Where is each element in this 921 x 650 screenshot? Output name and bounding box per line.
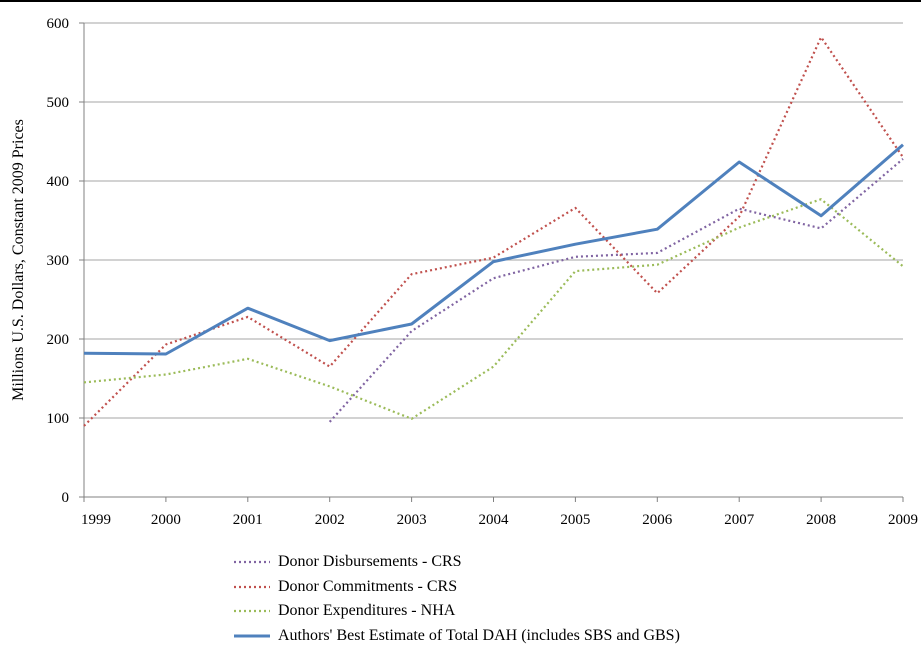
x-tick-label: 2006: [642, 512, 673, 528]
y-axis-label: Millions U.S. Dollars, Constant 2009 Pri…: [10, 119, 27, 401]
legend-swatch: [234, 634, 270, 638]
legend: Donor Disbursements - CRS Donor Commitmen…: [232, 550, 680, 648]
series-line-2: [83, 36, 904, 427]
series-line-3: [83, 198, 904, 420]
top-border-line: [0, 0, 921, 2]
y-tick-label: 400: [47, 174, 70, 190]
x-tick-label: 2002: [315, 512, 345, 528]
legend-item: Donor Expenditures - NHA: [232, 599, 680, 624]
y-tick-label: 300: [47, 253, 70, 269]
x-tick-labels: 1999 2000 2001 2002 2003 2004 2005 2006 2007 2008…: [81, 512, 918, 528]
x-tick-label: 2001: [233, 512, 263, 528]
x-tick-label: 2003: [397, 512, 427, 528]
legend-label: Donor Commitments - CRS: [278, 577, 458, 595]
y-tick-label: 600: [47, 16, 70, 32]
legend-label: Authors' Best Estimate of Total DAH (inc…: [278, 626, 680, 644]
legend-swatch: [234, 610, 270, 613]
legend-label: Donor Disbursements - CRS: [278, 553, 462, 571]
x-tick-label: 2000: [151, 512, 181, 528]
y-tick-label: 100: [47, 411, 70, 427]
x-tick-label: 2005: [560, 512, 590, 528]
x-tick-label: 1999: [81, 512, 111, 528]
y-tick-label: 0: [62, 490, 70, 506]
legend-swatch: [234, 585, 270, 588]
line-chart: 0 100 200 300 400 500 600 1999 2000 2001 2002 2003…: [10, 16, 918, 528]
legend-item: Authors' Best Estimate of Total DAH (inc…: [232, 624, 680, 649]
x-tick-label: 2007: [724, 512, 755, 528]
legend-item: Donor Commitments - CRS: [232, 575, 680, 600]
x-tick-label: 2004: [479, 512, 510, 528]
legend-swatch: [234, 561, 270, 564]
series-lines: [83, 36, 904, 427]
x-tick-label: 2009: [888, 512, 918, 528]
legend-item: Donor Disbursements - CRS: [232, 550, 680, 575]
y-tick-label: 200: [47, 332, 70, 348]
y-tick-labels: 0 100 200 300 400 500 600: [47, 16, 70, 506]
gridlines: [84, 22, 903, 419]
x-tick-label: 2008: [806, 512, 836, 528]
series-line-4: [83, 143, 904, 356]
legend-label: Donor Expenditures - NHA: [278, 602, 456, 620]
y-tick-label: 500: [47, 95, 70, 111]
axes: [79, 22, 904, 502]
series-line-1: [328, 158, 904, 423]
